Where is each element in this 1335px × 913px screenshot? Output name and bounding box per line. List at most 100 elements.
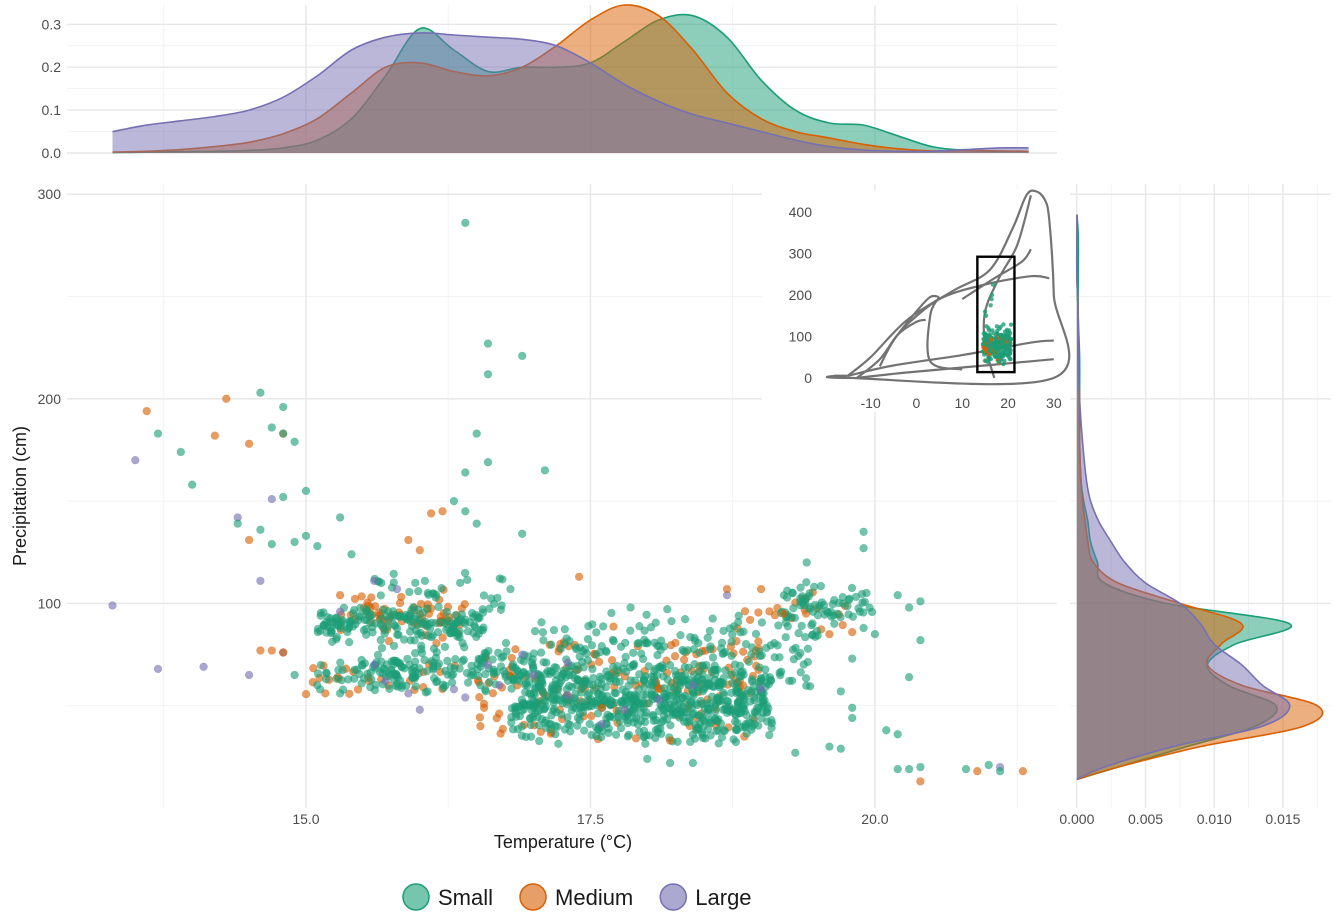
data-point-small (836, 687, 845, 696)
data-point-small (731, 709, 740, 719)
data-point-small (279, 402, 288, 412)
data-point-large (108, 601, 117, 610)
data-point-small (414, 629, 423, 639)
inset-points (980, 282, 1014, 367)
x-axis-title: Temperature (°C) (494, 832, 632, 852)
data-point-small (485, 604, 494, 613)
data-point-medium (574, 572, 584, 581)
data-point-small (859, 527, 868, 536)
data-point-small (411, 682, 420, 691)
data-point-medium (594, 657, 604, 667)
data-point-small (564, 719, 573, 729)
data-point-small (694, 638, 703, 648)
data-point-small (719, 725, 728, 735)
x-tick-label: 15.0 (292, 811, 319, 827)
data-point-small (642, 731, 651, 740)
data-point-small (517, 351, 527, 361)
inset-point (1007, 345, 1012, 351)
inset-y-tick-label: 200 (789, 287, 813, 303)
inset-zoom-box (976, 255, 1016, 374)
top-density-y-ticks: 0.0 0.1 0.2 0.3 (42, 16, 62, 161)
data-point-small (517, 529, 527, 538)
data-point-medium (754, 637, 763, 646)
data-point-small (802, 558, 811, 567)
data-point-small (865, 603, 874, 612)
data-point-small (528, 663, 538, 672)
data-point-medium (335, 590, 345, 600)
data-point-small (233, 519, 242, 528)
data-point-small (805, 682, 815, 691)
data-point-medium (609, 622, 618, 631)
data-point-small (789, 604, 798, 613)
data-point-small (690, 659, 699, 669)
data-point-small (710, 670, 720, 679)
data-point-small (984, 760, 993, 770)
data-point-small (549, 690, 559, 700)
data-point-small (313, 669, 323, 678)
data-point-small (634, 638, 643, 648)
data-point-small (882, 726, 891, 735)
data-point-small (443, 656, 452, 666)
data-point-small (765, 730, 774, 740)
data-point-small (587, 641, 597, 650)
data-point-small (456, 578, 465, 588)
data-point-small (592, 650, 601, 659)
data-point-small (434, 602, 443, 612)
top-density-large (112, 32, 1029, 153)
data-point-small (508, 725, 518, 734)
data-point-small (337, 675, 346, 685)
data-point-small (847, 713, 857, 723)
data-point-small (770, 638, 779, 648)
data-point-small (360, 659, 370, 668)
data-point-small (757, 618, 767, 627)
data-point-small (620, 658, 629, 668)
inset-point (1001, 361, 1006, 367)
data-point-medium (754, 608, 763, 617)
data-point-small (326, 628, 336, 638)
data-point-small (322, 675, 331, 684)
data-point-small (729, 735, 738, 744)
biome-inset-panel: 0 100 200 300 400 -10 0 10 20 30 (762, 189, 1071, 412)
data-point-small (893, 764, 902, 774)
data-point-small (836, 744, 845, 753)
inset-point (1003, 333, 1008, 338)
data-point-small (663, 675, 672, 684)
data-point-small (411, 578, 420, 588)
data-point-small (468, 670, 478, 680)
data-point-small (328, 637, 337, 646)
data-point-small (680, 662, 689, 672)
data-point-small (539, 658, 548, 667)
data-point-medium (479, 703, 489, 712)
data-point-small (904, 603, 914, 612)
data-point-large (244, 670, 254, 680)
data-point-small (551, 729, 560, 739)
inset-point (1009, 322, 1014, 327)
data-point-small (390, 669, 399, 679)
data-point-medium (301, 689, 311, 699)
data-point-small (267, 539, 276, 549)
data-point-small (680, 614, 690, 624)
data-point-small (560, 625, 569, 634)
data-point-medium (745, 615, 755, 625)
data-point-medium (415, 545, 424, 555)
right-x-tick-label: 0.015 (1265, 811, 1300, 827)
data-point-small (347, 550, 356, 559)
data-point-small (604, 728, 613, 738)
legend-key-medium (519, 883, 547, 911)
data-point-small (579, 702, 588, 712)
data-point-small (732, 724, 741, 734)
data-point-small (389, 641, 399, 651)
data-point-small (579, 726, 589, 735)
data-point-small (803, 644, 813, 653)
data-point-small (603, 672, 612, 681)
data-point-small (463, 678, 473, 687)
data-point-small (431, 593, 440, 602)
inset-background (762, 190, 1058, 412)
data-point-small (671, 671, 681, 680)
data-point-medium (244, 535, 254, 545)
data-point-small (904, 764, 914, 774)
legend: Small Medium Large (402, 883, 752, 911)
data-point-medium (492, 713, 501, 723)
right-density-panel: 0.000 0.005 0.010 0.015 (1059, 184, 1331, 827)
data-point-small (752, 703, 762, 712)
